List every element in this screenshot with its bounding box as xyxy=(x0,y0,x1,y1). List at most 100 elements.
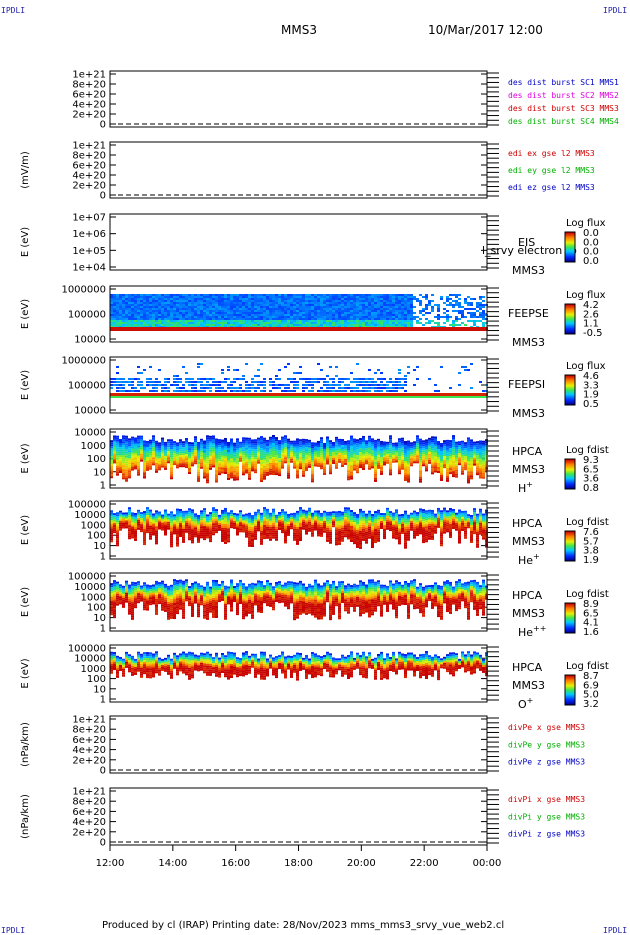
spacecraft-label: MMS3 xyxy=(512,407,545,420)
x-tick-label: 14:00 xyxy=(158,858,187,869)
instrument-label: FEEPSE xyxy=(508,307,549,320)
panel-7: E (eV)100000100001000100101HPCAMMS3He+Lo… xyxy=(20,500,609,568)
spacecraft-label: MMS3 xyxy=(512,463,545,476)
y-tick-label: 1000 xyxy=(81,592,106,603)
colorbar-tick-label: 3.2 xyxy=(583,699,599,710)
spectrogram-cells xyxy=(110,363,488,398)
y-tick-label: 1000 xyxy=(81,441,106,452)
colorbar-tick-label: -0.5 xyxy=(583,328,603,339)
spacecraft-label: MMS3 xyxy=(512,679,545,692)
spectrogram-cells xyxy=(110,294,488,331)
y-tick-label: 100 xyxy=(87,454,106,465)
spacecraft-label: MMS3 xyxy=(512,607,545,620)
legend-entry: edi ey gse l2 MMS3 xyxy=(508,166,595,175)
y-axis-label: E (eV) xyxy=(20,587,31,617)
y-tick-label: 10 xyxy=(93,467,106,478)
y-tick-label: 1 xyxy=(100,624,106,635)
colorbar xyxy=(565,531,575,561)
footer-credits: Produced by cl (IRAP) Printing date: 28/… xyxy=(102,920,504,931)
y-tick-label: 10 xyxy=(93,613,106,624)
legend-entry: des dist burst SC2 MMS2 xyxy=(508,91,619,100)
colorbar xyxy=(565,304,575,334)
y-axis-label: (nPa/km) xyxy=(20,794,31,839)
instrument-label: HPCA xyxy=(512,661,543,674)
colorbar-tick-label: 0.0 xyxy=(583,256,599,267)
y-tick-label: 1e+06 xyxy=(72,229,106,240)
y-axis-label: E (eV) xyxy=(20,370,31,400)
y-tick-label: 1e+05 xyxy=(72,246,106,257)
legend-entry: divPi y gse MMS3 xyxy=(508,812,585,821)
panel-11: (nPa/km)1e+218e+206e+204e+202e+200divPi … xyxy=(20,787,585,849)
y-tick-label: 100000 xyxy=(68,381,106,392)
panel-3: E (eV)1e+071e+061e+051e+04EISMMS3l_srvy … xyxy=(20,213,606,278)
y-tick-label: 0 xyxy=(100,838,106,849)
overlay-label: l_srvy electron to xyxy=(482,244,577,257)
y-tick-label: 1000 xyxy=(81,520,106,531)
y-axis-label: (nPa/km) xyxy=(20,722,31,767)
colorbar-tick-label: 0.8 xyxy=(583,483,599,494)
ion-label: H+ xyxy=(518,480,533,495)
spacecraft-label: MMS3 xyxy=(512,535,545,548)
spectrogram-cells xyxy=(110,651,488,681)
y-axis-label: (mV/m) xyxy=(20,151,31,189)
y-tick-label: 100000 xyxy=(68,500,106,511)
y-tick-label: 0 xyxy=(100,766,106,777)
x-tick-label: 22:00 xyxy=(410,858,439,869)
colorbar-tick-label: 1.9 xyxy=(583,555,599,566)
y-tick-label: 1 xyxy=(100,552,106,563)
legend-entry: des dist burst SC3 MMS3 xyxy=(508,104,619,113)
y-tick-label: 1000000 xyxy=(61,356,106,367)
plot-frame xyxy=(110,716,487,773)
instrument-label: HPCA xyxy=(512,445,543,458)
x-tick-label: 20:00 xyxy=(347,858,376,869)
y-tick-label: 10 xyxy=(93,541,106,552)
colorbar xyxy=(565,459,575,489)
plot-frame xyxy=(110,214,487,270)
colorbar xyxy=(565,375,575,405)
colorbar xyxy=(565,675,575,705)
ion-label: He++ xyxy=(518,624,546,639)
y-tick-label: 1 xyxy=(100,695,106,706)
y-axis-label: E (eV) xyxy=(20,515,31,545)
y-tick-label: 10000 xyxy=(74,406,106,417)
colorbar xyxy=(565,232,575,262)
spacecraft-label: MMS3 xyxy=(512,264,545,277)
legend-entry: divPe y gse MMS3 xyxy=(508,740,585,749)
y-tick-label: 1e+04 xyxy=(72,263,106,274)
colorbar-tick-label: 1.6 xyxy=(583,627,599,638)
spectrogram-cells xyxy=(110,435,488,483)
y-axis-label: E (eV) xyxy=(20,227,31,257)
y-tick-label: 10000 xyxy=(74,582,106,593)
legend-entry: divPi x gse MMS3 xyxy=(508,795,585,804)
panel-10: (nPa/km)1e+218e+206e+204e+202e+200divPe … xyxy=(20,715,585,777)
colorbar-tick-label: 0.5 xyxy=(583,399,599,410)
legend-entry: edi ez gse l2 MMS3 xyxy=(508,183,595,192)
x-tick-label: 18:00 xyxy=(284,858,313,869)
y-tick-label: 1 xyxy=(100,481,106,492)
legend-entry: divPi z gse MMS3 xyxy=(508,830,585,839)
y-tick-label: 100000 xyxy=(68,572,106,583)
y-tick-label: 100 xyxy=(87,531,106,542)
spectrogram-cells xyxy=(110,579,488,620)
y-axis-label: E (eV) xyxy=(20,658,31,688)
instrument-label: HPCA xyxy=(512,589,543,602)
y-tick-label: 0 xyxy=(100,191,106,202)
legend-entry: divPe x gse MMS3 xyxy=(508,723,585,732)
spacecraft-label: MMS3 xyxy=(512,336,545,349)
ion-label: O+ xyxy=(518,696,533,711)
x-tick-label: 00:00 xyxy=(473,858,502,869)
legend-entry: des dist burst SC1 MMS1 xyxy=(508,78,619,87)
y-axis-label: E (eV) xyxy=(20,299,31,329)
y-tick-label: 1e+07 xyxy=(72,213,106,224)
instrument-label: HPCA xyxy=(512,517,543,530)
plot-frame xyxy=(110,788,487,845)
ion-label: He+ xyxy=(518,552,540,567)
y-tick-label: 0 xyxy=(100,120,106,131)
